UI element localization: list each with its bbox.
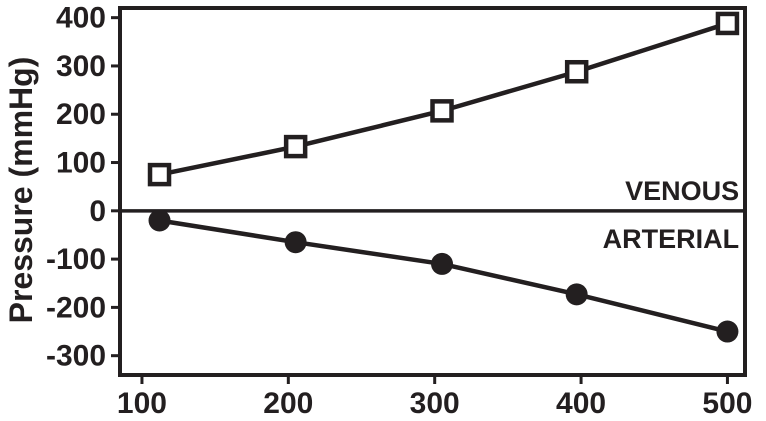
x-tick-label: 200 xyxy=(263,387,313,420)
y-axis-label: Pressure (mmHg) xyxy=(3,57,39,324)
plot-area: 100 200 300 400 500 400 300 200 100 0 -100 -200 -300… xyxy=(46,2,753,420)
y-tick-label: 0 xyxy=(89,195,106,228)
x-tick-label: 500 xyxy=(702,387,752,420)
marker-circle-arterial xyxy=(565,283,588,306)
marker-square-venous xyxy=(430,99,454,123)
plot-frame xyxy=(118,6,747,377)
marker-circle-arterial xyxy=(431,252,454,275)
marker-square-venous xyxy=(147,162,172,187)
series-line-venous xyxy=(157,21,730,177)
marker-circle-arterial xyxy=(148,209,171,232)
x-tick-label: 400 xyxy=(556,387,606,420)
series-label-arterial: ARTERIAL xyxy=(603,224,740,254)
marker-square-venous xyxy=(283,134,308,159)
y-tick-label: -100 xyxy=(46,243,106,276)
x-tick-label: 300 xyxy=(410,387,460,420)
marker-circle-arterial xyxy=(716,320,739,343)
y-tick-label: -200 xyxy=(46,291,106,324)
y-tick-label: 200 xyxy=(56,98,106,131)
y-tick-label: 400 xyxy=(56,2,106,35)
y-tick-label: 300 xyxy=(56,50,106,83)
y-tick-label: -300 xyxy=(46,340,106,373)
marker-square-venous xyxy=(715,11,740,36)
x-tick-label: 100 xyxy=(117,387,167,420)
marker-circle-arterial xyxy=(284,231,307,254)
marker-square-venous xyxy=(564,59,589,84)
series-label-venous: VENOUS xyxy=(625,176,739,206)
y-tick-label: 100 xyxy=(56,147,106,180)
